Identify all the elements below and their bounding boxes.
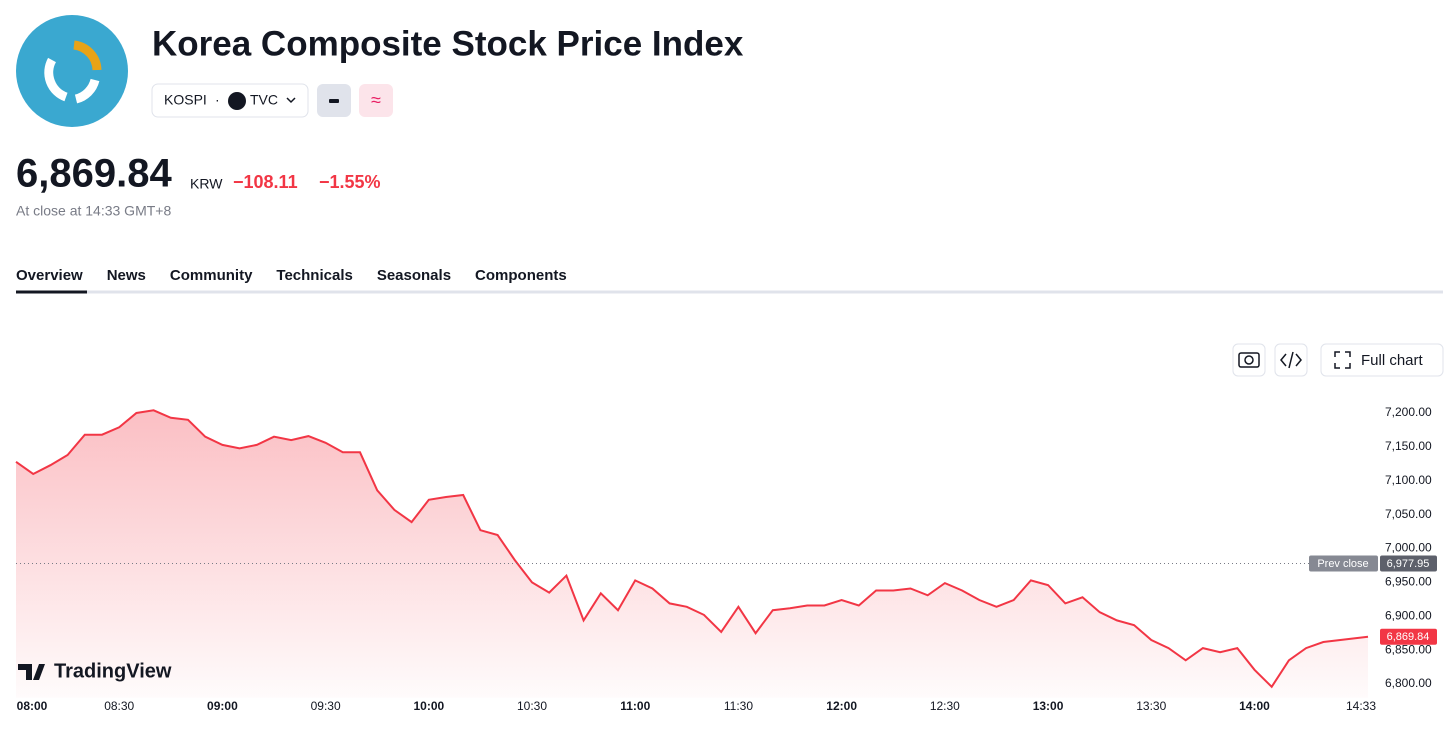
currency: KRW	[190, 176, 223, 192]
logo	[16, 15, 128, 127]
x-tick-label: 09:30	[311, 699, 341, 713]
approx-icon: ≈	[371, 90, 381, 110]
x-tick-label: 10:00	[413, 699, 444, 713]
tab[interactable]: News	[107, 267, 146, 284]
y-tick-label: 7,200.00	[1385, 405, 1432, 419]
prev-close-badge	[1380, 555, 1437, 572]
prev-close-tag	[1309, 555, 1378, 572]
tabs: Overview News Community Technicals Seasonals…	[16, 267, 567, 284]
dot: ·	[215, 92, 220, 108]
change-percent: −1.55%	[319, 172, 381, 192]
y-tick-label: 7,150.00	[1385, 439, 1432, 453]
prev-close-name: Prev close	[1317, 558, 1368, 570]
code-icon	[1280, 351, 1302, 369]
chevron	[286, 97, 296, 104]
x-tick-label: 13:00	[1033, 699, 1064, 713]
x-tick-label: 10:30	[517, 699, 547, 713]
y-tick-label: 7,000.00	[1385, 541, 1432, 555]
snapshot-button[interactable]	[1232, 343, 1266, 377]
x-tick-label: 14:33	[1346, 699, 1376, 713]
price: 6,869.84	[16, 152, 172, 196]
y-tick-label: 7,050.00	[1385, 507, 1432, 521]
symbol: KOSPI	[164, 92, 207, 108]
watermark-logo	[18, 664, 45, 680]
x-tick-label: 11:00	[620, 699, 650, 713]
x-tick-label: 11:30	[724, 699, 753, 713]
full-chart-button[interactable]	[1320, 343, 1444, 377]
tab[interactable]: Components	[475, 267, 567, 284]
last-value: 6,869.84	[1387, 631, 1430, 643]
x-tick-label: 13:30	[1136, 699, 1166, 713]
x-tick-label: 08:00	[17, 699, 48, 713]
x-tick-label: 09:00	[207, 699, 238, 713]
x-tick-label: 14:00	[1239, 699, 1270, 713]
x-tick-label: 12:30	[930, 699, 960, 713]
y-tick-label: 6,900.00	[1385, 608, 1432, 622]
x-tick-label: 08:30	[104, 699, 134, 713]
fullscreen-icon	[1334, 351, 1351, 369]
y-tick-label: 6,800.00	[1385, 676, 1432, 690]
full-chart-label: Full chart	[1361, 352, 1424, 369]
y-tick-label: 6,950.00	[1385, 575, 1432, 589]
camera-icon	[1238, 352, 1260, 368]
area	[16, 410, 1368, 698]
camera-lens	[1244, 355, 1254, 365]
y-tick-label: 6,850.00	[1385, 642, 1432, 656]
prev-close-value: 6,977.95	[1387, 558, 1430, 570]
exchange: TVC	[250, 92, 278, 108]
approx-button[interactable]	[359, 84, 393, 117]
title: Korea Composite Stock Price Index	[152, 24, 744, 63]
tab[interactable]: Seasonals	[377, 267, 451, 284]
watermark: TradingView	[54, 660, 172, 682]
status: At close at 14:33 GMT+8	[16, 203, 171, 219]
change: −108.11	[233, 172, 298, 192]
chart: 6,800.00 6,850.00 6,900.00 6,950.00 7,000.00…	[15, 405, 1437, 713]
tab[interactable]: Overview	[16, 267, 83, 284]
tab[interactable]: Community	[170, 267, 253, 284]
tab[interactable]: Technicals	[276, 267, 352, 284]
x-tick-label: 12:00	[826, 699, 857, 713]
y-tick-label: 7,100.00	[1385, 473, 1432, 487]
exchange-icon	[228, 92, 246, 110]
last-badge	[1380, 628, 1437, 645]
price-line	[15, 409, 1369, 689]
flag-icon	[329, 99, 339, 103]
